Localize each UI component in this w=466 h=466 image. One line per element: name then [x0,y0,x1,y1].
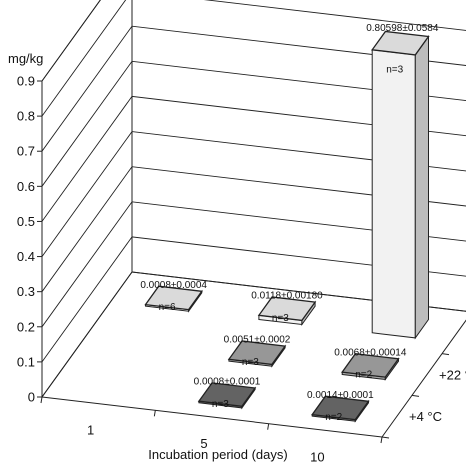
gridline [41,95,466,222]
gridline [41,131,466,257]
bar [371,30,430,340]
bar-n-label: n=3 [212,399,229,410]
x-tick-mark [153,410,156,417]
x-tick-label: 10 [310,449,324,464]
bar-value-label: 0.0051±0.0002 [224,335,291,346]
x-tick-mark [267,423,270,430]
bar [341,353,400,382]
bar-value-label: 0.0118±0.00180 [251,291,323,302]
y-tick-label: 0.7 [17,144,35,159]
bar-n-label: n=2 [325,412,342,423]
depth-tick-mark [381,436,390,439]
bar [311,395,370,423]
bar-n-label: n=3 [242,357,259,368]
depth-tick-mark [411,394,420,397]
gridline [41,60,466,187]
x-tick-mark [380,436,383,444]
gridline [41,201,466,328]
x-tick-label: 1 [87,423,94,438]
bar-top-face [257,296,317,322]
bar-top-face [371,30,430,56]
bar-top-face [197,382,257,407]
y-tick-label: 0.5 [17,214,35,229]
bar-value-label: 0.0014±0.0001 [307,390,374,401]
bar [227,340,287,368]
bar-side-face [414,34,429,340]
gridline [41,236,466,363]
y-tick-label: 0.1 [17,354,35,369]
bar-value-label: 0.0008±0.0001 [194,377,261,388]
left-wall [41,0,133,399]
bar-top-face [311,395,370,421]
depth-tick-label: +4 °C [409,409,442,424]
x-tick-mark [40,396,43,404]
y-tick-label: 0.4 [17,249,35,264]
depth-tick-mark [441,353,450,356]
y-unit-label: mg/kg [8,51,43,66]
bar-top-face [341,353,400,378]
bar-front-face [371,49,416,339]
gridline [41,0,101,82]
bar-n-label: n=3 [272,313,289,324]
y-tick-label: 0.8 [17,109,35,124]
bar [197,382,257,410]
y-tick-label: 0.9 [17,74,35,89]
bar [257,296,317,327]
bar-n-label: n=3 [386,65,403,76]
chart-bars [144,30,430,423]
chart-labels: 0 0.1 0.2 0.3 0.4 0.5 0.6 0.7 0.8 0.9 1 5 10 +4 °C +22… [17,23,466,464]
y-tick-label: 0.3 [17,284,35,299]
y-tick-label: 0.6 [17,179,35,194]
gridline [41,166,466,292]
bar-value-label: 0.0068±0.00014 [334,347,407,358]
x-axis-title: Incubation period (days) [148,447,287,462]
bar-value-label: 0.80598±0.0584 [366,23,439,34]
bar [144,285,203,313]
y-tick-label: 0.2 [17,319,35,334]
chart-walls [37,0,466,444]
gridline [41,25,466,152]
bar-value-label: 0.0008±0.0004 [140,280,207,291]
bar-n-label: n=2 [355,370,372,381]
gridline [41,0,466,117]
bar-top-face [227,340,287,366]
bar-top-face [144,285,203,311]
x-tick-label: 5 [200,436,207,451]
y-tick-label: 0 [28,390,35,405]
depth-tick-label: +22 °C [439,368,466,383]
bar-n-label: n=6 [159,302,176,313]
